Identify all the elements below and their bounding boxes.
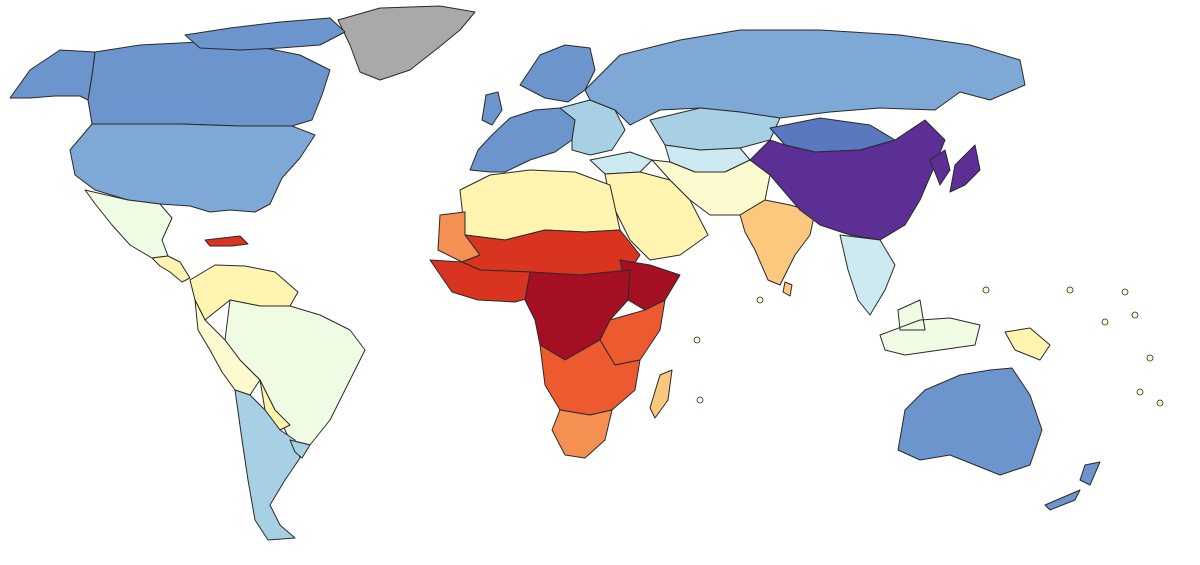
region-uruguay [289,439,311,459]
island-marker [696,396,704,404]
region-papua-new-guinea [1004,327,1051,361]
region-india [739,199,816,286]
region-north-africa [459,169,621,241]
island-marker [1066,286,1074,294]
region-japan-korea [929,144,981,193]
island-marker [1136,388,1144,396]
region-turkey [589,151,653,175]
region-southeast-asia [839,234,896,316]
region-argentina-chile [234,389,301,541]
island-marker [1121,288,1129,296]
region-canada [87,41,331,127]
island-marker [756,296,764,304]
island-marker [982,286,990,294]
region-sri-lanka [782,281,793,297]
region-madagascar [649,369,673,419]
region-greenland [337,5,476,81]
island-marker [693,336,701,344]
region-alaska [9,49,96,101]
region-paraguay [259,379,291,431]
region-australia [897,367,1043,476]
region-caribbean [204,235,249,247]
region-southern-africa [539,339,641,416]
region-indonesia [879,299,981,356]
pacific-islands [693,286,1164,407]
island-marker [1101,318,1109,326]
region-new-zealand [1044,461,1101,511]
region-canada-arctic-islands [184,17,346,51]
island-marker [1146,354,1154,362]
region-usa [69,123,316,213]
island-marker [1131,311,1139,319]
region-scandinavia [519,44,596,103]
region-central-america [151,255,191,283]
region-iran-afghanistan-pakistan [651,159,771,216]
region-russia [584,29,1026,126]
island-marker [1156,399,1164,407]
region-south-africa [551,409,613,459]
region-uk [481,91,503,126]
